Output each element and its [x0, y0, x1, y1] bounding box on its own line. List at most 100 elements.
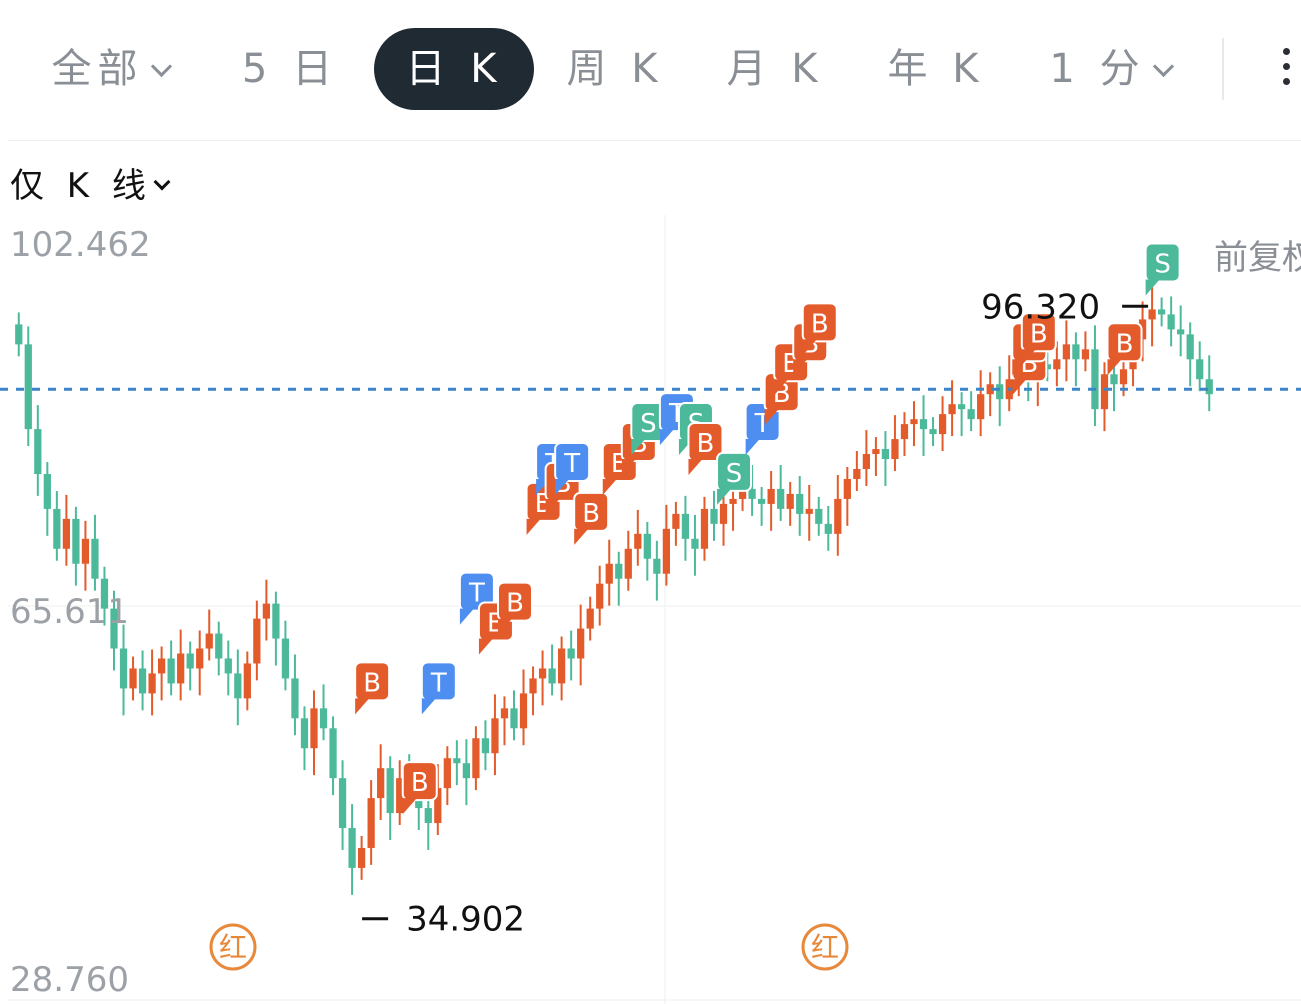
candle-body	[138, 668, 147, 694]
candle-body	[834, 498, 842, 534]
candle-body	[796, 493, 804, 514]
candle-body	[396, 778, 404, 814]
candle-body	[1177, 329, 1185, 335]
candle-body	[948, 404, 956, 415]
candle-body	[196, 648, 204, 669]
candle-body	[158, 658, 166, 674]
svg-text:T: T	[563, 449, 580, 479]
candle-body	[15, 324, 23, 345]
candle-body	[186, 653, 194, 669]
candle-body	[862, 454, 870, 470]
svg-text:B: B	[811, 309, 829, 339]
candle-body	[996, 384, 1004, 400]
candle-body	[24, 344, 32, 430]
min-price-label: 34.902	[406, 900, 525, 940]
candle-body	[338, 778, 347, 829]
candle-body	[91, 538, 99, 579]
trade-marker-b: B	[1106, 322, 1143, 376]
candle-body	[624, 548, 632, 579]
trade-marker-b: B	[801, 302, 838, 356]
candle-body	[643, 533, 651, 559]
tab-5-day[interactable]: 5 日	[225, 28, 355, 110]
candle-body	[777, 488, 785, 509]
candle-body	[367, 798, 375, 848]
candle-body	[1158, 309, 1166, 315]
candle-body	[119, 648, 128, 689]
candle-body	[491, 718, 499, 754]
tab-month-k[interactable]: 月 K	[705, 28, 845, 110]
candle-body	[596, 583, 604, 609]
candle-body	[500, 708, 509, 719]
candle-body	[872, 449, 880, 455]
candle-body	[824, 523, 832, 534]
candle-body	[1186, 334, 1194, 360]
svg-text:B: B	[363, 668, 381, 698]
tab-month-k-label: 月 K	[726, 46, 824, 92]
tab-all[interactable]: 全部	[30, 28, 190, 110]
trade-marker-b: B	[687, 422, 724, 476]
svg-text:B: B	[1116, 329, 1134, 359]
candle-body	[691, 538, 699, 549]
tab-week-k[interactable]: 周 K	[545, 28, 685, 110]
svg-text:B: B	[582, 499, 600, 529]
chart-mode-label: 仅 K 线	[10, 166, 152, 206]
candle-body	[1167, 314, 1175, 330]
candle-body	[43, 473, 51, 509]
candle-body	[900, 424, 909, 440]
svg-text:S: S	[640, 409, 657, 439]
candle-body	[434, 788, 442, 824]
candle-body	[281, 638, 290, 679]
candle-body	[1205, 379, 1213, 395]
candle-body	[72, 518, 80, 564]
candle-body	[177, 653, 185, 684]
candle-body	[605, 563, 613, 584]
candle-body	[1196, 359, 1204, 380]
vertical-ellipsis-icon[interactable]	[1276, 40, 1296, 100]
trade-marker-t: T	[554, 441, 591, 495]
candle-body	[243, 663, 251, 699]
tab-5-day-label: 5 日	[241, 46, 339, 92]
candle-body	[377, 768, 385, 799]
candle-body	[805, 508, 813, 514]
candle-body	[1072, 344, 1080, 360]
candle-body	[891, 439, 899, 460]
red-date-badge	[801, 923, 849, 971]
candle-body	[129, 668, 137, 689]
trade-marker-s: S	[716, 451, 753, 505]
tab-year-k[interactable]: 年 K	[866, 28, 1006, 110]
svg-text:B: B	[411, 768, 429, 798]
candle-body	[1110, 374, 1118, 385]
tab-1-min-label: 1 分	[1049, 46, 1146, 92]
candle-body	[929, 429, 937, 435]
candle-body	[672, 513, 680, 529]
candle-body	[1091, 349, 1099, 410]
candle-body	[615, 563, 623, 579]
tab-week-k-label: 周 K	[566, 46, 664, 92]
trade-marker-b: B	[354, 661, 391, 715]
trade-marker-b: B	[1020, 312, 1057, 366]
tab-1-min[interactable]: 1 分	[1030, 28, 1190, 110]
candle-body	[786, 493, 794, 509]
svg-text:B: B	[506, 589, 524, 619]
candle-body	[291, 678, 299, 719]
candle-body	[681, 513, 690, 539]
candle-body	[472, 738, 480, 779]
svg-text:S: S	[726, 459, 743, 489]
y-axis-min-label: 28.760	[10, 960, 129, 1000]
chart-mode-selector[interactable]: 仅 K 线	[10, 158, 171, 207]
candle-body	[758, 498, 766, 504]
candle-body	[767, 488, 775, 504]
tab-day-k[interactable]: 日 K	[374, 28, 534, 110]
candle-body	[329, 728, 337, 779]
svg-text:S: S	[1154, 249, 1171, 279]
candle-body	[519, 693, 528, 729]
candle-body	[386, 768, 394, 814]
y-axis-max-label: 102.462	[10, 225, 151, 265]
candle-body	[310, 708, 318, 749]
red-date-badge	[209, 923, 257, 971]
trade-marker-s: S	[630, 402, 667, 456]
candle-body	[481, 738, 490, 754]
candle-body	[1100, 374, 1109, 410]
adjust-type-label[interactable]: 前复权	[1214, 238, 1301, 278]
